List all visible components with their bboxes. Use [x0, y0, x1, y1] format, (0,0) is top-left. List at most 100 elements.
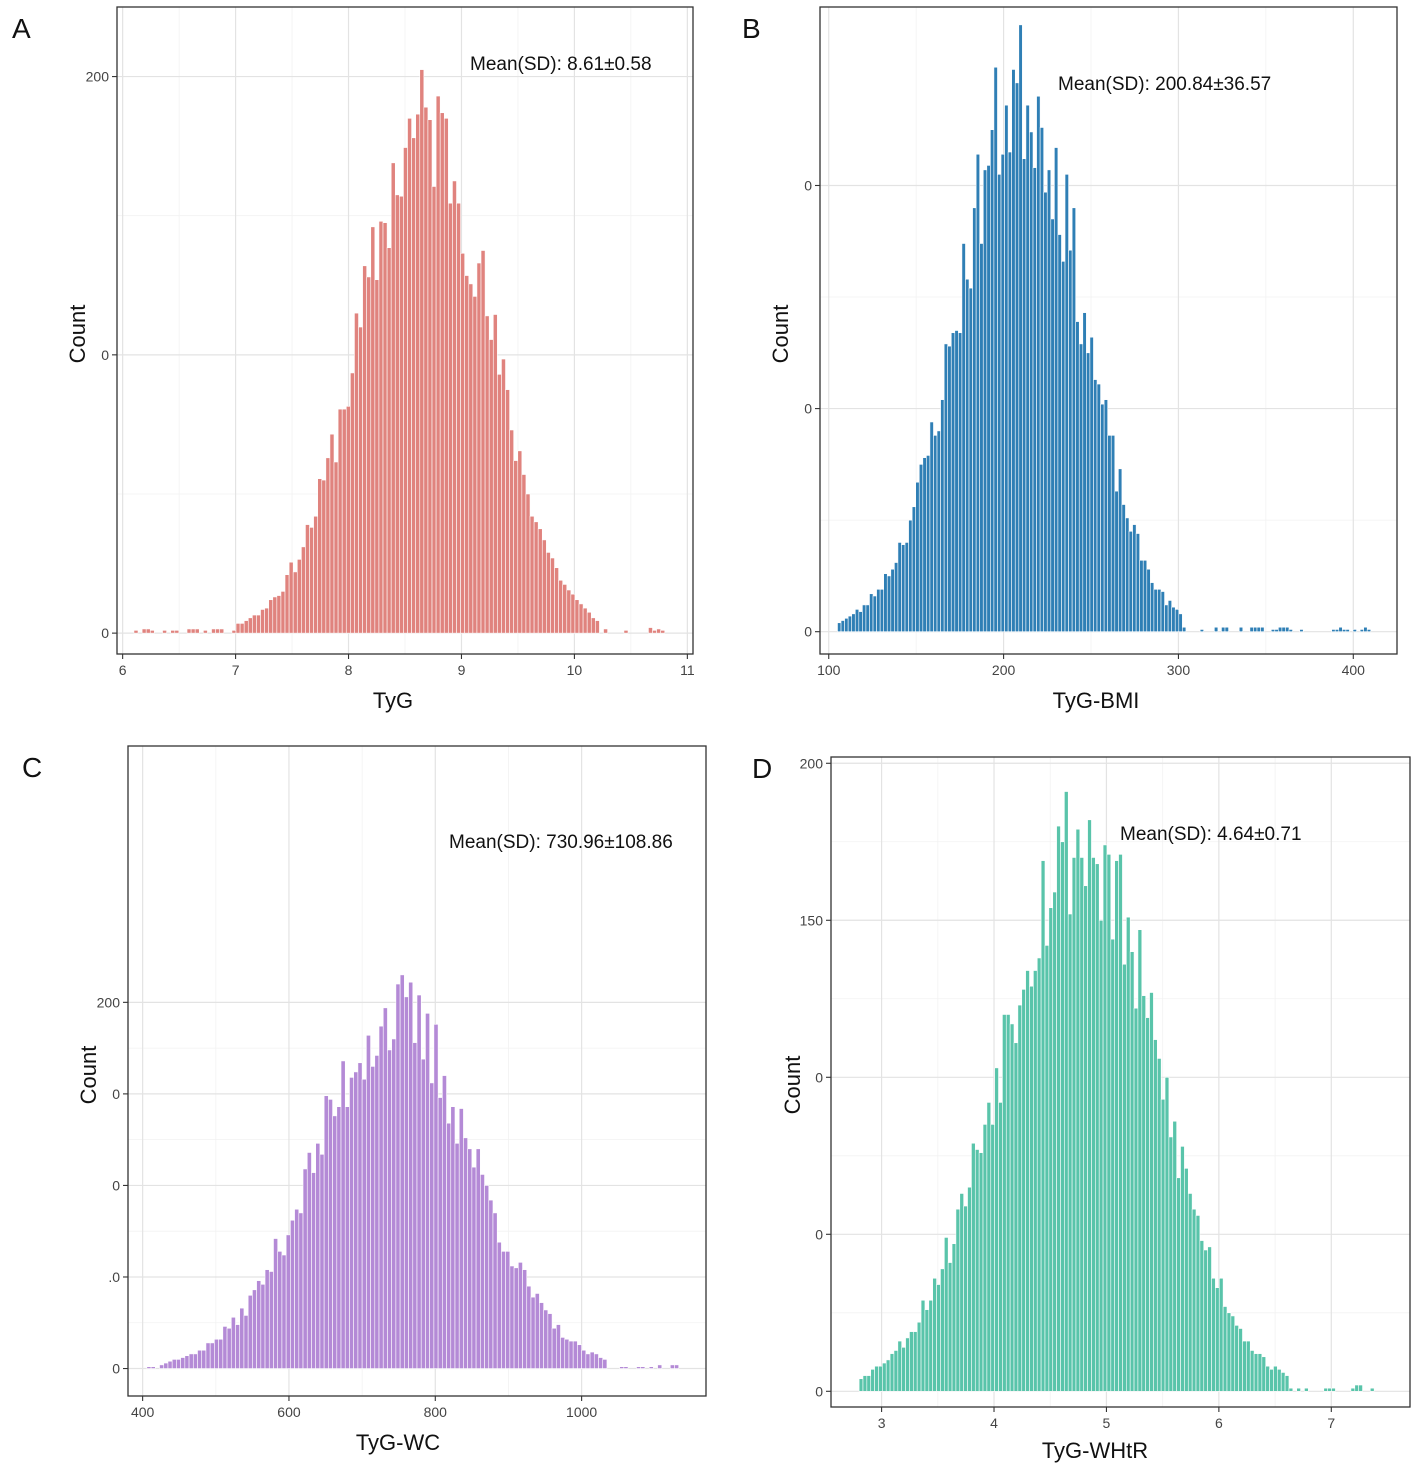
histogram-bar	[1238, 1328, 1243, 1392]
histogram-bar	[1036, 957, 1042, 1392]
histogram-bar	[537, 528, 543, 634]
histogram-bar	[476, 262, 482, 634]
histogram-bar	[239, 623, 245, 634]
histogram-bar	[1230, 1315, 1236, 1392]
panel-b: 100 200 300 400 0 0 0 TyG-BMI Count B Mean(SD): 20…	[742, 6, 1398, 713]
histogram-bar	[1338, 626, 1343, 632]
histogram-bar	[1160, 1098, 1166, 1392]
histogram-bar	[1180, 1146, 1185, 1392]
histogram-bar	[978, 1152, 984, 1392]
histogram-bar	[858, 1378, 864, 1392]
histogram-bar	[1046, 169, 1052, 632]
histogram-bar	[1150, 582, 1155, 632]
histogram-bar	[674, 1364, 680, 1369]
histogram-bar	[862, 604, 867, 632]
histogram-bar	[1222, 1306, 1228, 1392]
panel-letter: B	[742, 13, 761, 44]
histogram-bar	[501, 1251, 506, 1369]
histogram-bar	[1363, 626, 1368, 632]
histogram-bar	[484, 1185, 490, 1369]
histogram-bar	[268, 1271, 274, 1369]
histogram-bar	[950, 332, 956, 632]
histogram-bar	[214, 1338, 219, 1369]
histogram-bar	[893, 1350, 899, 1392]
histogram-bar	[897, 1340, 903, 1392]
histogram-bar	[294, 1208, 300, 1369]
histogram-bar	[302, 1168, 308, 1369]
histogram-bar	[378, 220, 384, 634]
histogram-bar	[926, 455, 931, 632]
histogram-bar	[581, 1349, 587, 1369]
grid	[820, 7, 1397, 654]
histogram-bar	[905, 1337, 910, 1392]
histogram-bar	[509, 429, 514, 634]
histogram-bar	[1214, 626, 1219, 632]
histogram-bar	[586, 611, 592, 634]
histogram-bar	[851, 613, 856, 632]
histogram-bar	[1132, 524, 1137, 632]
x-tick-label: 1000	[566, 1404, 597, 1420]
histogram-bar	[1064, 791, 1069, 1392]
histogram-bar	[1121, 504, 1126, 632]
histogram-bar	[1000, 153, 1005, 632]
histogram-bar	[1110, 938, 1115, 1392]
histogram-bar	[911, 506, 917, 632]
histogram-bar	[1160, 591, 1165, 632]
histogram-bar	[333, 461, 339, 634]
histogram-bar	[1260, 626, 1265, 632]
histogram-bar	[252, 1289, 257, 1369]
x-axis-title: TyG-BMI	[1053, 688, 1140, 713]
histogram-bar	[1226, 1312, 1232, 1392]
histogram-bar	[192, 1353, 198, 1369]
histogram-bar	[277, 1251, 283, 1369]
histogram-bar	[357, 1062, 363, 1369]
histogram-bar	[366, 1034, 371, 1369]
histogram-bar	[317, 478, 323, 634]
histogram-bar	[505, 389, 510, 634]
histogram-bar	[1199, 1240, 1205, 1392]
histogram-bar	[847, 615, 853, 632]
mean-sd-annotation: Mean(SD): 4.64±0.71	[1120, 824, 1302, 845]
histogram-bar	[382, 222, 388, 634]
histogram-bar	[955, 1208, 961, 1392]
histogram-bar	[1122, 963, 1127, 1392]
histogram-bar	[894, 562, 899, 632]
histogram-bar	[205, 1342, 211, 1369]
histogram-bar	[551, 1327, 557, 1369]
histogram-bar	[492, 1212, 498, 1369]
histogram-bar	[260, 1284, 266, 1369]
histogram-bar	[1288, 629, 1293, 632]
histogram-bar	[1182, 626, 1187, 632]
histogram-bar	[1060, 841, 1065, 1392]
histogram-bar	[1032, 167, 1037, 632]
y-tick-label: 0	[101, 347, 109, 363]
histogram-bar	[1280, 1372, 1286, 1392]
histogram-bar	[1345, 629, 1350, 632]
histogram-bar	[305, 524, 310, 634]
histogram-bar	[564, 1338, 570, 1369]
y-tick-label: .0	[108, 1269, 120, 1285]
histogram-bar	[1067, 913, 1073, 1392]
histogram-bar	[1149, 992, 1154, 1392]
y-tick-label: 0	[101, 625, 109, 641]
histogram-bar	[439, 112, 445, 634]
histogram-bar	[1005, 1014, 1011, 1392]
histogram-bar	[1141, 995, 1146, 1392]
histogram-bar	[404, 996, 409, 1369]
histogram-bar	[1137, 929, 1143, 1392]
histogram-bar	[521, 474, 527, 634]
x-axis-title: TyG-WC	[356, 1430, 440, 1455]
histogram-bar	[390, 162, 396, 634]
histogram-bar	[163, 1362, 169, 1369]
histogram-bar	[908, 519, 913, 632]
y-tick-label: 200	[86, 69, 110, 85]
histogram-bar	[370, 226, 376, 634]
y-axis-title: Count	[780, 1056, 805, 1115]
histogram-bar	[1039, 127, 1044, 632]
histogram-bar	[870, 1369, 875, 1392]
histogram-bar	[188, 1353, 194, 1369]
histogram-bar	[425, 1013, 430, 1369]
histogram-bar	[954, 330, 959, 632]
histogram-bar	[570, 593, 576, 634]
mean-sd-annotation: Mean(SD): 8.61±0.58	[470, 54, 652, 75]
